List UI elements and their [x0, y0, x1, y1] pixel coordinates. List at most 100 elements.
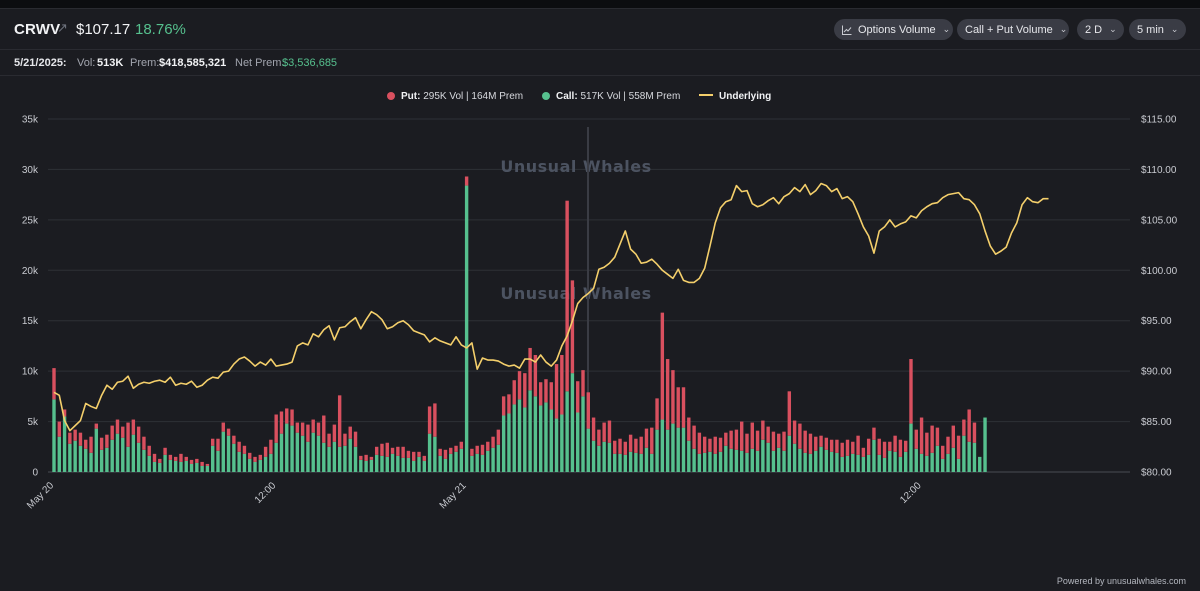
call-bar [443, 458, 448, 472]
call-bar [147, 455, 151, 472]
put-bar [226, 428, 231, 436]
call-bar [274, 442, 278, 472]
call-bar [417, 456, 421, 472]
y-left-tick-label: 35k [22, 115, 39, 126]
call-bar [433, 436, 437, 472]
call-bar [105, 447, 109, 472]
call-bar [602, 441, 606, 472]
put-bar [565, 200, 569, 392]
call-bar [787, 435, 792, 472]
call-bar [956, 458, 961, 472]
call-bar [761, 439, 765, 472]
put-bar [956, 435, 961, 459]
call-bar [343, 445, 347, 472]
chevron-down-icon: ⌄ [1109, 24, 1117, 34]
ticker-symbol[interactable]: CRWV [14, 21, 61, 38]
put-bar [337, 395, 342, 447]
put-bar [713, 436, 717, 454]
put-bar [898, 439, 903, 457]
call-bar [692, 448, 696, 472]
put-bar [253, 456, 257, 462]
call-bar [978, 456, 982, 472]
legend-underlying[interactable]: Underlying [699, 91, 771, 102]
put-bar [279, 411, 284, 434]
put-bar [946, 436, 950, 454]
put-bar [740, 421, 744, 451]
y-right-tick-label: $85.00 [1141, 417, 1172, 428]
x-tick-label: May 20 [25, 480, 56, 511]
put-bar [438, 448, 442, 456]
interval-dropdown[interactable]: 5 min ⌄ [1129, 19, 1186, 40]
put-bar [829, 439, 834, 452]
call-bar [639, 453, 643, 472]
put-bar [427, 406, 432, 434]
call-bar [449, 453, 453, 472]
options-volume-label: Options Volume [858, 23, 936, 36]
call-bar [427, 433, 432, 472]
put-bar [121, 426, 125, 438]
call-bar [687, 440, 691, 472]
put-bar [560, 355, 564, 415]
put-bar [845, 439, 850, 456]
put-bar [380, 443, 384, 456]
chart-panel: CRWV ↗ $107.17 18.76% Options Volume ⌄ C… [0, 8, 1200, 591]
put-bar [353, 431, 358, 447]
call-bar [544, 402, 548, 472]
put-bar [724, 432, 728, 446]
call-bar [232, 443, 236, 472]
call-bar [99, 449, 104, 472]
put-bar [57, 421, 61, 437]
call-bar [507, 413, 511, 472]
legend-call[interactable]: Call: 517K Vol | 558M Prem [542, 91, 680, 102]
call-bar [316, 435, 321, 472]
legend-call-text: 517K Vol | 558M Prem [580, 91, 681, 102]
put-bar [480, 444, 485, 455]
call-put-dropdown[interactable]: Call + Put Volume ⌄ [957, 19, 1069, 40]
call-bar [200, 465, 204, 472]
chevron-down-icon: ⌄ [1170, 24, 1179, 34]
put-bar [274, 414, 278, 443]
put-bar [893, 435, 897, 452]
call-bar [195, 462, 199, 472]
call-bar [628, 451, 633, 472]
put-bar [306, 424, 310, 442]
call-bar [189, 463, 194, 472]
y-right-tick-label: $95.00 [1141, 316, 1172, 327]
call-bar [126, 446, 130, 472]
call-bar [279, 433, 284, 472]
call-bar [888, 450, 892, 472]
call-bar [359, 459, 363, 472]
call-bar [702, 452, 707, 472]
call-bar [866, 454, 871, 472]
call-bar [306, 441, 310, 472]
call-bar [486, 450, 490, 472]
call-bar [962, 435, 966, 472]
call-bar [570, 373, 575, 472]
put-bar [401, 446, 405, 458]
call-bar [459, 448, 464, 472]
put-bar [89, 436, 93, 453]
call-bar [930, 452, 934, 472]
call-bar [533, 396, 538, 472]
put-bar [644, 428, 649, 448]
powered-by[interactable]: Powered by unusualwhales.com [1056, 576, 1186, 586]
legend-put[interactable]: Put: 295K Vol | 164M Prem [387, 91, 523, 102]
put-bar [242, 445, 247, 454]
put-bar [422, 455, 426, 461]
put-bar [697, 432, 702, 454]
put-bar [62, 409, 67, 417]
call-bar [538, 405, 543, 472]
put-bar [909, 359, 913, 424]
net-prem-value: $3,536,685 [282, 57, 338, 69]
options-volume-dropdown[interactable]: Options Volume ⌄ [834, 19, 953, 40]
put-bar [554, 364, 559, 419]
put-bar [359, 455, 363, 460]
call-bar [803, 452, 807, 472]
put-bar [205, 463, 210, 466]
put-bar [84, 439, 88, 449]
range-dropdown[interactable]: 2 D ⌄ [1077, 19, 1124, 40]
call-bar [523, 407, 527, 472]
call-bar [396, 455, 400, 472]
call-bar [327, 446, 331, 472]
external-link-icon[interactable]: ↗ [57, 20, 68, 35]
